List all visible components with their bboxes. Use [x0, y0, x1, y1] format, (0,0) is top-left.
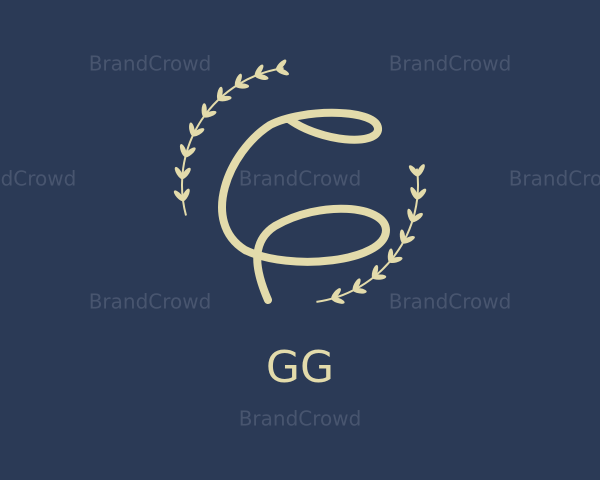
laurel-leaf [275, 59, 287, 71]
laurel-leaf [203, 110, 217, 118]
laurel-leaf [181, 167, 191, 180]
watermark: BrandCrowd [0, 167, 76, 191]
laurel-leaf [372, 274, 387, 280]
laurel-leaf [388, 256, 403, 263]
laurel-leaf [331, 297, 345, 304]
laurel-leaf [416, 164, 425, 177]
laurel-leaf [179, 144, 187, 158]
watermark: BrandCrowd [239, 407, 362, 431]
watermark: BrandCrowd [389, 52, 512, 76]
laurel-leaf [234, 73, 242, 87]
laurel-leaf [352, 288, 367, 294]
laurel-leaf [408, 165, 419, 177]
laurel-leaf [217, 95, 232, 102]
laurel-leaf [411, 212, 423, 223]
laurel-stem [316, 168, 419, 303]
watermark: BrandCrowd [89, 290, 212, 314]
laurel-leaf [352, 278, 361, 292]
monogram: GG [266, 342, 334, 393]
laurel-leaf [173, 190, 185, 202]
laurel-leaf [276, 67, 289, 76]
laurel-leaf [181, 188, 190, 202]
watermark-layer: BrandCrowd BrandCrowd BrandCrowd BrandCrowd… [0, 52, 600, 431]
watermark: BrandCrowd [389, 290, 512, 314]
laurel-leaf [416, 188, 427, 200]
laurel [173, 59, 427, 304]
laurel-leaf [235, 83, 250, 89]
laurel-leaf [331, 288, 341, 300]
laurel-leaf [407, 208, 414, 223]
laurel-leaf [191, 128, 205, 137]
laurel-leaf [184, 147, 196, 158]
laurel-leaf [410, 187, 419, 200]
swirl-g [218, 108, 391, 304]
watermark: BrandCrowd [509, 167, 600, 191]
watermark: BrandCrowd [89, 52, 212, 76]
laurel-leaf [371, 265, 379, 279]
laurel-leaf [254, 73, 269, 80]
laurel-leaf [174, 166, 184, 180]
laurel-leaf [402, 235, 415, 244]
laurel-leaf [254, 64, 264, 77]
watermark: BrandCrowd [239, 167, 362, 191]
